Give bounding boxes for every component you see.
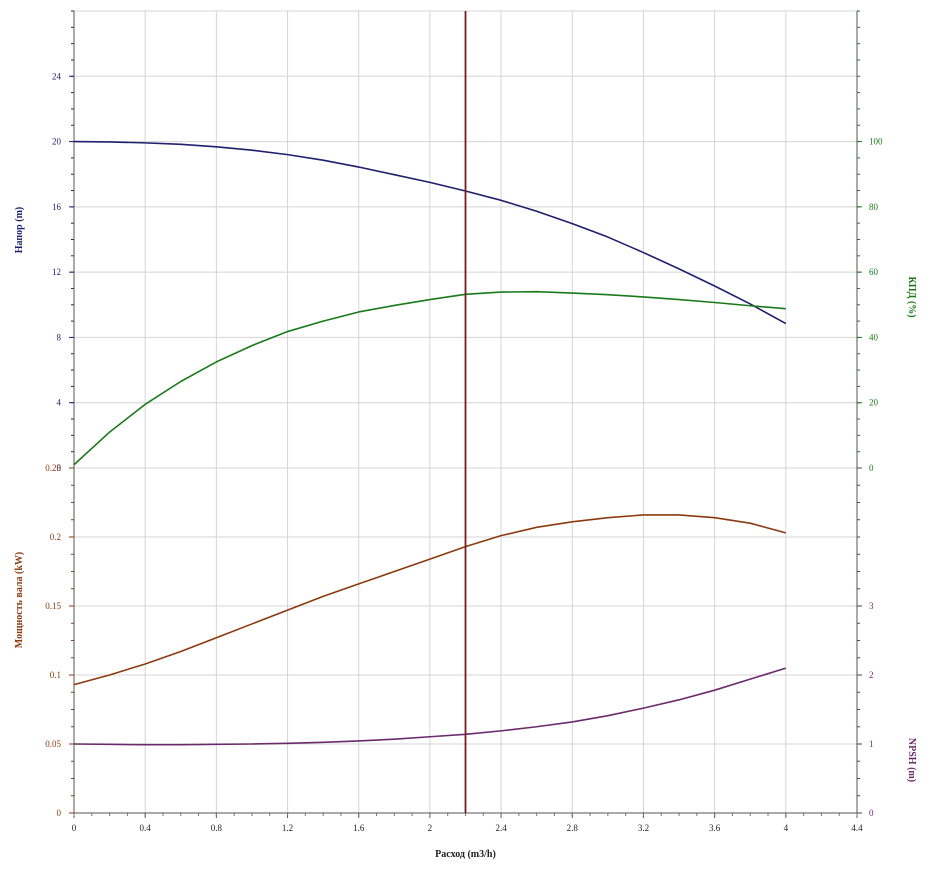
right-tick-label: 60 (869, 267, 879, 277)
series (73, 140, 787, 746)
left-tick-label: 8 (57, 332, 62, 342)
power-curve (73, 514, 787, 686)
x-tick-label: 3.6 (709, 823, 721, 833)
x-tick-label: 2.8 (567, 823, 579, 833)
right-tick-label: 20 (869, 398, 879, 408)
right-tick-label: 100 (869, 137, 883, 147)
x-tick-label: 4.4 (851, 823, 863, 833)
x-tick-label: 2.4 (495, 823, 507, 833)
left-tick-label: 4 (57, 398, 62, 408)
efficiency-curve (73, 290, 786, 466)
x-tick-label: 0 (72, 823, 77, 833)
npsh-axis-title: NPSH (m) (906, 738, 917, 782)
axis-labels: Расход (m3/h) Напор (m) КПД (%) Мощность… (14, 207, 917, 860)
left-tick-label: 0 (57, 808, 62, 818)
left-tick-label: 20 (52, 137, 62, 147)
left-tick-label: 0.15 (45, 601, 61, 611)
power-axis-title: Мощность вала (kW) (14, 552, 25, 648)
x-tick-label: 1.2 (282, 823, 293, 833)
left-tick-label: 0.2 (50, 532, 61, 542)
right-tick-label: 2 (869, 670, 874, 680)
npsh-curve (73, 667, 787, 746)
axes: 0 0.4 0.8 1.2 1.6 2 2.4 2.8 3.2 3.6 4 4.40481216202… (45, 10, 883, 833)
left-tick-label: 16 (52, 202, 62, 212)
left-tick-label: 0.1 (50, 670, 61, 680)
x-tick-label: 0.4 (140, 823, 152, 833)
left-tick-label: 0 (57, 463, 62, 473)
left-tick-label: 0.05 (45, 739, 61, 749)
x-tick-label: 0.8 (211, 823, 223, 833)
left-tick-label: 12 (52, 267, 61, 277)
head-curve (73, 140, 787, 325)
right-tick-label: 0 (869, 808, 874, 818)
x-tick-label: 4 (784, 823, 789, 833)
head-axis-title: Напор (m) (14, 207, 25, 253)
right-tick-label: 40 (869, 332, 879, 342)
x-axis-title: Расход (m3/h) (435, 849, 496, 860)
right-tick-label: 3 (869, 601, 874, 611)
right-tick-label: 0 (869, 463, 874, 473)
right-tick-label: 1 (869, 739, 874, 749)
left-tick-label: 0.25 (45, 463, 61, 473)
efficiency-axis-title: КПД (%) (906, 276, 917, 317)
x-tick-label: 3.2 (638, 823, 649, 833)
left-tick-label: 24 (52, 71, 62, 81)
x-tick-label: 2 (428, 823, 433, 833)
right-tick-label: 80 (869, 202, 879, 212)
x-tick-label: 1.6 (353, 823, 365, 833)
